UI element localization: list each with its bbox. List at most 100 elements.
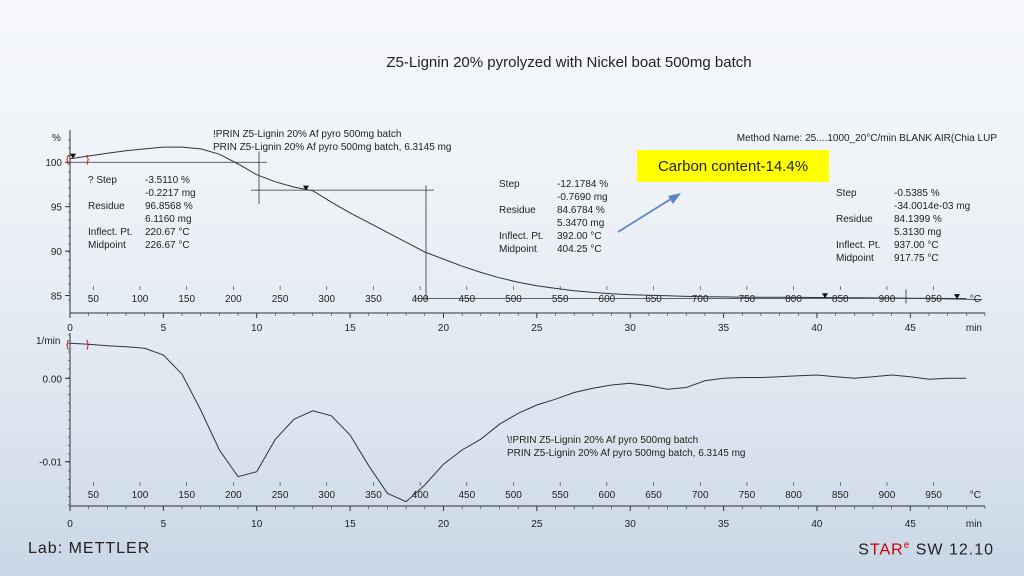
curve-start-marker-right: } [86, 339, 90, 350]
time-tick-label: 15 [345, 519, 357, 530]
lab-label: Lab: METTLER [28, 540, 151, 557]
temperature-tick-label: 50 [88, 294, 100, 305]
brand-tar: TAR [869, 541, 904, 559]
temperature-tick-label: 950 [925, 294, 942, 305]
step-annotation-value: -0.5385 % [894, 188, 940, 199]
limit-marker [954, 294, 960, 300]
time-tick-label: 10 [251, 519, 263, 530]
curve-start-marker-left: { [66, 155, 70, 166]
step-annotation-value: 96.8568 % [145, 201, 193, 212]
y-tick-label: 85 [51, 292, 63, 303]
page-title: Z5-Lignin 20% pyrolyzed with Nickel boat… [386, 54, 752, 71]
step-annotation-label: Inflect. Pt. [836, 240, 880, 251]
step-annotation-value: -0.7690 mg [557, 192, 608, 203]
annotation-arrow [617, 196, 675, 233]
temperature-tick-label: 100 [132, 294, 149, 305]
curve-label-line: !PRIN Z5-Lignin 20% Af pyro 500mg batch [213, 129, 401, 140]
temperature-tick-label: 100 [132, 490, 149, 501]
step-annotation-label: Residue [88, 201, 125, 212]
time-tick-label: 10 [251, 323, 263, 334]
y-axis-label: 1/min [36, 336, 60, 347]
temperature-tick-label: 250 [272, 490, 289, 501]
time-tick-label: 40 [811, 323, 823, 334]
step-annotation-value: 5.3470 mg [557, 218, 604, 229]
temperature-tick-label: 200 [225, 490, 242, 501]
temperature-tick-label: 800 [785, 490, 802, 501]
step-annotation-value: 404.25 °C [557, 244, 602, 255]
step-annotation-value: 226.67 °C [145, 240, 190, 251]
curve-label-line: \!PRIN Z5-Lignin 20% Af pyro 500mg batch [507, 435, 698, 446]
time-tick-label: 30 [625, 519, 637, 530]
step-annotation-label: Midpoint [499, 244, 537, 255]
time-tick-label: 20 [438, 519, 450, 530]
temperature-tick-label: 650 [645, 294, 662, 305]
software-version: STARe SW 12.10 [858, 540, 994, 559]
limit-marker [303, 185, 309, 191]
brand-e: e [903, 540, 911, 551]
temperature-tick-label: 350 [365, 490, 382, 501]
annotation-arrow-head [668, 193, 681, 204]
carbon-content-badge: Carbon content-14.4% [637, 150, 829, 182]
time-tick-label: 40 [811, 519, 823, 530]
temperature-tick-label: 300 [318, 294, 335, 305]
limit-marker [70, 153, 76, 159]
temperature-tick-label: 950 [925, 490, 942, 501]
temperature-tick-label: 700 [692, 294, 709, 305]
method-name: Method Name: 25....1000_20°C/min BLANK A… [737, 133, 998, 144]
time-unit: min [966, 323, 982, 334]
series-line-mass % [69, 146, 967, 300]
time-tick-label: 20 [438, 323, 450, 334]
temperature-tick-label: 500 [505, 294, 522, 305]
time-tick-label: 35 [718, 323, 730, 334]
time-tick-label: 25 [531, 519, 543, 530]
time-unit: min [966, 519, 982, 530]
temperature-tick-label: 150 [178, 490, 195, 501]
temperature-tick-label: 750 [739, 294, 756, 305]
step-annotation-label: Midpoint [836, 253, 874, 264]
temperature-tick-label: 150 [178, 294, 195, 305]
step-annotation-label: Inflect. Pt. [88, 227, 132, 238]
time-tick-label: 15 [345, 323, 357, 334]
temperature-tick-label: 850 [832, 490, 849, 501]
step-annotation-value: -12.1784 % [557, 179, 608, 190]
y-tick-label: 95 [51, 203, 63, 214]
temperature-tick-label: 600 [599, 490, 616, 501]
brand-s: S [858, 541, 870, 559]
temperature-tick-label: 600 [599, 294, 616, 305]
time-tick-label: 0 [67, 323, 73, 334]
temperature-tick-label: 900 [879, 490, 896, 501]
temperature-tick-label: 700 [692, 490, 709, 501]
y-tick-label: 100 [45, 158, 62, 169]
step-annotation-value: 917.75 °C [894, 253, 939, 264]
step-annotation-value: 937.00 °C [894, 240, 939, 251]
step-annotation-label: ? Step [88, 175, 117, 186]
time-tick-label: 30 [625, 323, 637, 334]
time-tick-label: 35 [718, 519, 730, 530]
step-annotation-value: -3.5110 % [145, 175, 190, 186]
step-annotation-value: 392.00 °C [557, 231, 602, 242]
step-annotation-label: Midpoint [88, 240, 126, 251]
temperature-tick-label: 350 [365, 294, 382, 305]
step-baseline-4 [914, 298, 983, 300]
temperature-tick-label: 900 [879, 294, 896, 305]
step-annotation-label: Step [836, 188, 857, 199]
step-annotation-value: -34.0014e-03 mg [894, 201, 970, 212]
step-annotation-label: Step [499, 179, 520, 190]
temperature-tick-label: 50 [88, 490, 100, 501]
y-tick-label: 90 [51, 247, 63, 258]
temperature-unit: °C [970, 490, 981, 501]
step-annotation-value: 84.6784 % [557, 205, 605, 216]
curve-label-line: PRIN Z5-Lignin 20% Af pyro 500mg batch, … [213, 142, 451, 153]
temperature-tick-label: 550 [552, 294, 569, 305]
brand-version: SW 12.10 [910, 541, 994, 559]
time-tick-label: 0 [67, 519, 73, 530]
temperature-tick-label: 850 [832, 294, 849, 305]
time-tick-label: 45 [905, 519, 917, 530]
series-line-dm/dt [69, 342, 967, 503]
step-annotation-label: Inflect. Pt. [499, 231, 543, 242]
curve-label-line: PRIN Z5-Lignin 20% Af pyro 500mg batch, … [507, 448, 745, 459]
step-annotation-value: -0.2217 mg [145, 188, 196, 199]
time-tick-label: 5 [161, 519, 167, 530]
temperature-tick-label: 750 [739, 490, 756, 501]
